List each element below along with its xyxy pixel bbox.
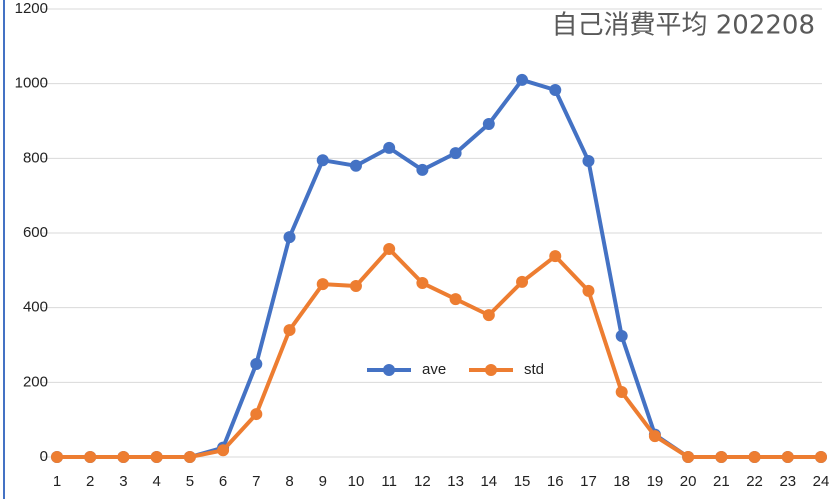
legend-marker (383, 364, 395, 376)
x-tick-label: 16 (547, 473, 564, 490)
y-tick-label: 600 (23, 224, 48, 241)
x-tick-label: 22 (746, 473, 763, 490)
x-tick-label: 18 (613, 473, 630, 490)
point (516, 275, 529, 288)
point (250, 358, 263, 371)
x-tick-label: 3 (119, 473, 127, 490)
point (715, 451, 728, 463)
point (316, 278, 329, 291)
point (648, 430, 661, 443)
point (183, 451, 196, 463)
point (615, 330, 628, 343)
x-tick-label: 9 (319, 473, 327, 490)
point (416, 277, 429, 290)
x-tick-label: 20 (680, 473, 697, 490)
point (150, 451, 163, 463)
x-tick-label: 11 (381, 473, 397, 490)
point (781, 451, 794, 463)
x-tick-label: 12 (414, 473, 431, 490)
x-tick-label: 7 (252, 473, 260, 490)
point (217, 444, 230, 457)
x-tick-label: 17 (580, 473, 597, 490)
point (283, 231, 296, 244)
legend-label: std (524, 361, 544, 378)
y-tick-label: 800 (23, 149, 48, 166)
point (615, 386, 628, 399)
x-tick-label: 21 (713, 473, 730, 490)
y-tick-label: 1000 (15, 75, 48, 92)
y-tick-label: 1200 (15, 0, 48, 17)
legend-marker (485, 364, 497, 376)
point (815, 451, 827, 463)
x-tick-label: 15 (514, 473, 531, 490)
x-tick-label: 2 (86, 473, 94, 490)
x-tick-label: 19 (647, 473, 664, 490)
point (416, 163, 429, 176)
point (482, 117, 495, 130)
x-tick-label: 4 (152, 473, 160, 490)
point (516, 73, 529, 86)
point (51, 451, 63, 463)
x-tick-label: 24 (813, 473, 830, 490)
point (582, 154, 595, 167)
point (250, 408, 263, 421)
x-tick-label: 8 (285, 473, 293, 490)
y-tick-label: 200 (23, 373, 48, 390)
point (84, 451, 97, 463)
x-tick-label: 1 (53, 473, 61, 490)
x-tick-label: 13 (447, 473, 464, 490)
point (349, 159, 362, 172)
point (117, 451, 130, 463)
point (748, 451, 761, 463)
x-tick-label: 14 (480, 473, 497, 490)
point (582, 284, 595, 297)
chart-title: 自己消費平均 202208 (551, 11, 815, 41)
point (549, 84, 562, 97)
point (549, 250, 562, 263)
point (682, 451, 695, 463)
y-tick-label: 400 (23, 299, 48, 316)
y-tick-label: 0 (40, 448, 48, 465)
x-tick-label: 23 (779, 473, 796, 490)
point (283, 324, 296, 337)
point (482, 309, 495, 322)
point (449, 293, 462, 306)
legend-label: ave (422, 361, 446, 378)
x-tick-label: 10 (348, 473, 365, 490)
x-tick-label: 6 (219, 473, 227, 490)
point (349, 280, 362, 293)
point (449, 147, 462, 160)
point (383, 243, 396, 256)
x-tick-label: 5 (186, 473, 194, 490)
point (383, 141, 396, 154)
point (316, 154, 329, 167)
